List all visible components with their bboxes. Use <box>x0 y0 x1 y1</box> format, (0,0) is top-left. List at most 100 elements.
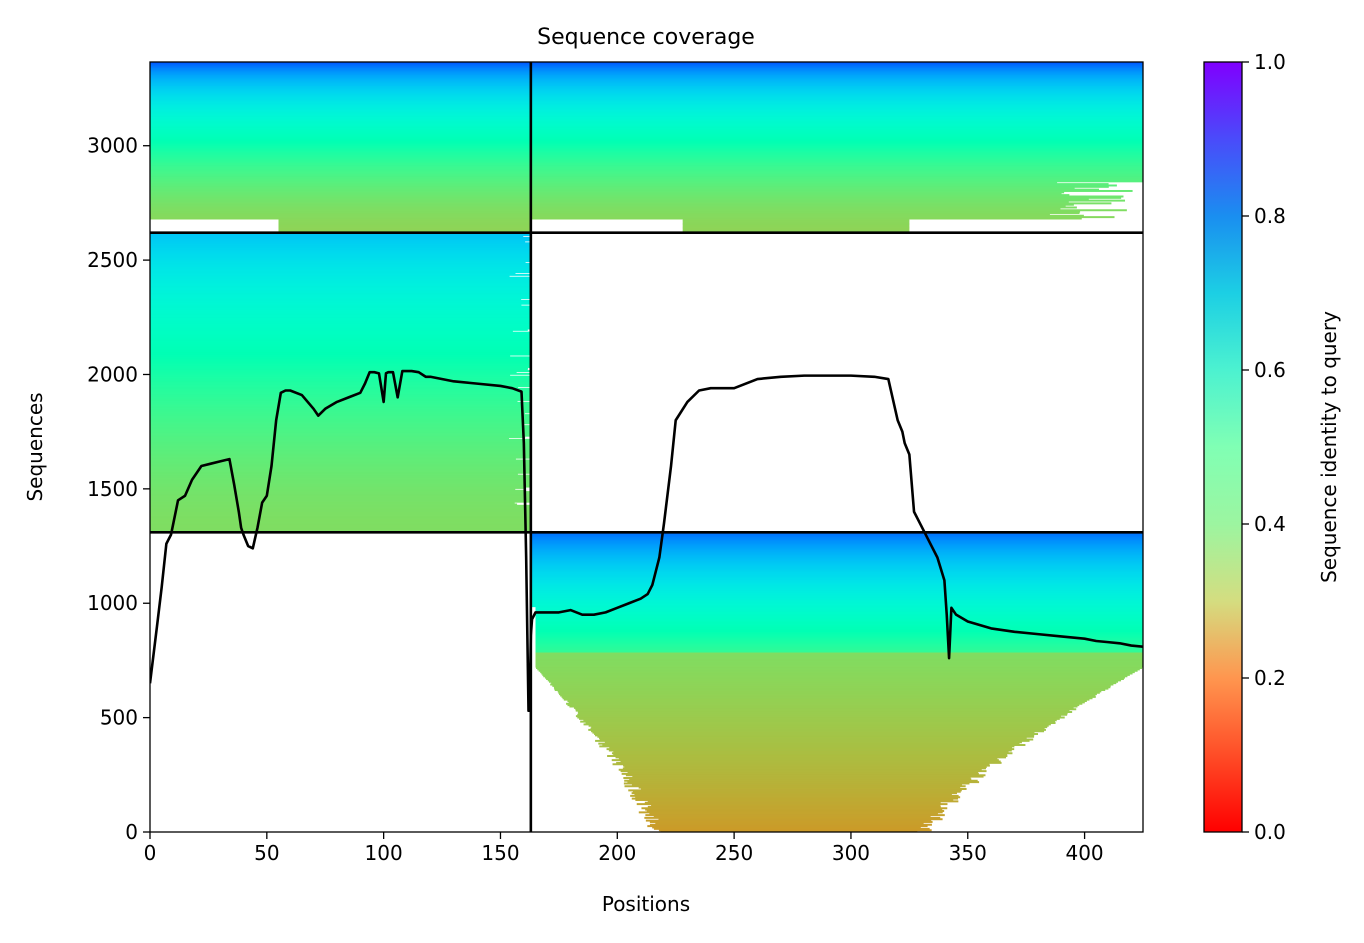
coverage-row <box>150 320 531 323</box>
coverage-row <box>530 161 1143 164</box>
coverage-row <box>530 85 1143 88</box>
coverage-row <box>535 664 1143 667</box>
coverage-row <box>530 78 1143 81</box>
coverage-row <box>150 95 531 97</box>
coverage-row <box>530 162 1143 165</box>
coverage-row <box>604 741 1022 744</box>
coverage-row <box>150 333 531 335</box>
coverage-row <box>150 339 531 342</box>
coverage-row <box>530 585 1143 588</box>
coverage-row <box>150 379 531 382</box>
coverage-row <box>150 390 531 393</box>
coverage-row <box>530 570 1143 573</box>
coverage-row <box>150 313 531 316</box>
coverage-row <box>150 497 531 500</box>
coverage-row <box>150 284 531 287</box>
coverage-row <box>150 143 531 146</box>
coverage-row <box>150 119 531 122</box>
coverage-row <box>530 125 1143 128</box>
coverage-row <box>278 218 531 221</box>
coverage-row <box>150 189 531 192</box>
coverage-row <box>150 499 531 502</box>
coverage-row <box>530 543 1143 546</box>
coverage-row <box>653 827 930 830</box>
coverage-row <box>150 249 531 252</box>
y-tick-label: 3000 <box>87 134 138 158</box>
coverage-row <box>535 634 1143 637</box>
coverage-row <box>150 327 531 330</box>
x-axis: 0 50 100 150 200 250 300 350 400 <box>144 832 1104 865</box>
coverage-row <box>530 93 1143 96</box>
coverage-block <box>150 62 531 234</box>
coverage-row <box>150 275 510 278</box>
coverage-row <box>595 739 1030 742</box>
coverage-row <box>597 735 1035 738</box>
coverage-row <box>150 192 531 195</box>
coverage-row <box>278 227 531 230</box>
coverage-row <box>554 689 1106 692</box>
coverage-row <box>535 623 1143 626</box>
coverage-row <box>150 469 531 472</box>
coverage-row <box>530 181 1058 184</box>
coverage-row <box>611 759 999 762</box>
coverage-row <box>530 112 1143 115</box>
coverage-row <box>150 366 531 368</box>
coverage-row <box>150 422 531 425</box>
coverage-row <box>150 315 531 318</box>
coverage-row <box>535 609 1143 612</box>
coverage-row <box>682 229 910 232</box>
coverage-row <box>530 158 1143 161</box>
coverage-row <box>530 546 1143 549</box>
coverage-row <box>530 106 1143 109</box>
coverage-row <box>530 111 1143 114</box>
coverage-row <box>535 618 1143 621</box>
coverage-row <box>150 508 531 511</box>
coverage-row <box>631 797 959 800</box>
coverage-row <box>150 475 531 478</box>
coverage-row <box>150 342 531 345</box>
coverage-row <box>588 728 1046 731</box>
coverage-row <box>646 810 945 812</box>
coverage-row <box>150 400 518 403</box>
coverage-row <box>150 144 531 147</box>
coverage-row <box>530 122 1143 125</box>
coverage-row <box>150 104 531 107</box>
coverage-row <box>530 92 1143 95</box>
coverage-row <box>150 353 531 356</box>
coverage-row <box>535 640 1143 643</box>
coverage-row <box>530 144 1143 147</box>
coverage-row <box>150 396 531 399</box>
coverage-row <box>535 607 1143 610</box>
coverage-row <box>557 690 1102 693</box>
coverage-row <box>552 684 1111 687</box>
coverage-row <box>150 96 531 99</box>
coverage-row <box>150 426 531 429</box>
coverage-row <box>150 234 531 236</box>
coverage-row <box>591 730 1045 733</box>
coverage-row <box>150 63 531 66</box>
coverage-row <box>150 425 531 428</box>
coverage-row <box>530 584 1143 587</box>
coverage-row <box>635 799 954 801</box>
coverage-row <box>530 557 1143 560</box>
coverage-row <box>150 403 531 406</box>
coverage-row <box>150 371 517 374</box>
coverage-row <box>530 561 1143 564</box>
coverage-row <box>150 412 525 415</box>
coverage-row <box>530 150 1143 153</box>
coverage-row <box>594 733 1039 735</box>
coverage-row <box>150 438 531 441</box>
colorbar-tick-label: 0.2 <box>1254 666 1286 690</box>
coverage-row <box>608 749 1012 752</box>
coverage-row <box>150 289 531 291</box>
coverage-row <box>535 658 1143 661</box>
coverage-row <box>150 136 531 139</box>
coverage-row <box>530 574 1143 577</box>
coverage-row <box>150 464 531 467</box>
coverage-row <box>150 330 513 333</box>
coverage-row <box>150 272 516 275</box>
coverage-row <box>530 170 1143 173</box>
coverage-row <box>150 155 531 158</box>
coverage-row <box>150 74 531 77</box>
coverage-row <box>535 665 1143 668</box>
